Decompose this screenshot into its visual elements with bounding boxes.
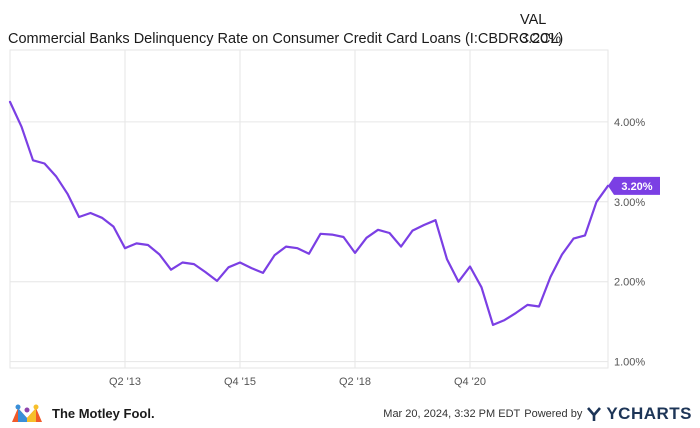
last-value-label: 3.20% bbox=[621, 181, 652, 193]
ycharts-attribution[interactable]: Mar 20, 2024, 3:32 PM EDT Powered by YCH… bbox=[383, 404, 692, 424]
plot-frame bbox=[9, 49, 609, 369]
powered-by-text: Powered by bbox=[524, 408, 583, 420]
timestamp: Mar 20, 2024, 3:32 PM EDT bbox=[383, 408, 521, 420]
ycharts-logo-text: YCHARTS bbox=[606, 404, 692, 423]
y-tick-label: 3.00% bbox=[614, 197, 645, 209]
chart-title: Commercial Banks Delinquency Rate on Con… bbox=[8, 31, 564, 47]
jester-hat-icon bbox=[12, 404, 42, 422]
x-tick-label: Q2 '13 bbox=[109, 376, 141, 388]
grid-lines bbox=[9, 49, 609, 369]
x-axis-labels: Q2 '13 Q4 '15 Q2 '18 Q4 '20 bbox=[109, 376, 486, 388]
y-axis-labels: 1.00% 2.00% 3.00% 4.00% bbox=[614, 117, 645, 369]
x-tick-label: Q4 '15 bbox=[224, 376, 256, 388]
x-tick-label: Q2 '18 bbox=[339, 376, 371, 388]
x-tick-label: Q4 '20 bbox=[454, 376, 486, 388]
brand-name: The Motley Fool. bbox=[52, 405, 155, 421]
series-line bbox=[8, 100, 610, 326]
y-tick-label: 1.00% bbox=[614, 357, 645, 369]
current-value: 3.20% bbox=[520, 31, 562, 47]
last-value-badge bbox=[608, 176, 660, 195]
last-value-marker: 3.20% bbox=[608, 176, 660, 195]
value-column-header: VAL bbox=[520, 12, 547, 28]
data-series bbox=[8, 100, 610, 326]
motley-fool-logo[interactable]: The Motley Fool. bbox=[8, 402, 155, 424]
y-tick-label: 2.00% bbox=[614, 277, 645, 289]
line-chart: 1.00%2.00%3.00%4.00% Q2 '13 Q4 '15 Q2 '18 Q… bbox=[8, 49, 660, 388]
y-tick-label: 4.00% bbox=[614, 117, 645, 129]
ycharts-check-icon bbox=[587, 407, 602, 421]
